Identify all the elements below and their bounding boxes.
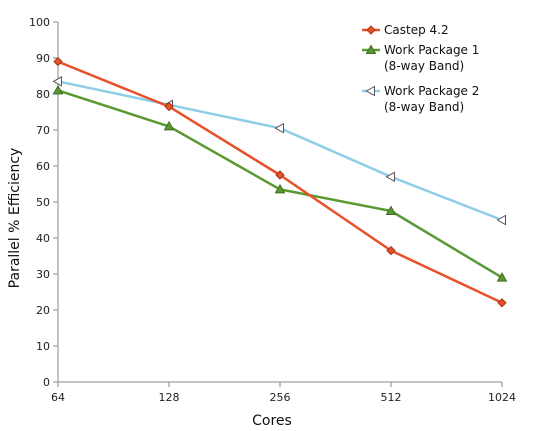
data-point — [164, 101, 174, 112]
x-axis-title: Cores — [252, 413, 292, 429]
legend-label: (8-way Band) — [384, 59, 464, 73]
data-point — [52, 84, 64, 95]
y-tick-label: 10 — [36, 340, 50, 353]
y-tick-label: 30 — [36, 268, 50, 281]
data-point — [274, 122, 284, 134]
data-point — [52, 76, 62, 87]
y-tick-label: 80 — [36, 88, 50, 101]
axes: 0 10 20 30 40 50 60 70 80 90 100 64 128 256 512 1024 — [29, 16, 516, 404]
legend-marker — [366, 25, 376, 35]
data-point — [163, 120, 175, 131]
x-tick-label: 256 — [270, 391, 291, 404]
data-point — [275, 170, 285, 180]
data-point — [497, 298, 507, 308]
legend-label: Work Package 2 — [384, 84, 479, 98]
y-tick-label: 20 — [36, 304, 50, 317]
legend-label: (8-way Band) — [384, 100, 464, 114]
data-point — [496, 272, 508, 282]
data-point — [385, 205, 397, 215]
series-2 — [52, 84, 508, 282]
legend-label: Work Package 1 — [384, 43, 479, 57]
y-tick-label: 90 — [36, 52, 50, 65]
legend-item-3: Work Package 2 (8-way Band) — [362, 84, 479, 114]
y-tick-label: 70 — [36, 124, 50, 137]
y-tick-label: 100 — [29, 16, 50, 29]
x-tick-label: 1024 — [488, 391, 516, 404]
data-point — [385, 171, 395, 183]
legend-item-2: Work Package 1 (8-way Band) — [362, 43, 479, 73]
y-axis-title: Parallel % Efficiency — [7, 148, 23, 289]
x-tick-label: 128 — [159, 391, 180, 404]
y-tick-label: 0 — [43, 376, 50, 389]
data-point — [53, 56, 63, 67]
legend-label: Castep 4.2 — [384, 23, 449, 37]
x-tick-label: 64 — [51, 391, 65, 404]
legend-marker — [365, 85, 375, 97]
series-layer — [52, 56, 508, 308]
series-1 — [53, 56, 507, 308]
legend-item-1: Castep 4.2 — [362, 23, 449, 37]
data-point — [386, 245, 396, 256]
data-point — [274, 183, 286, 194]
data-point — [496, 214, 506, 226]
x-tick-label: 512 — [381, 391, 402, 404]
legend-marker — [365, 44, 377, 54]
y-tick-label: 40 — [36, 232, 50, 245]
y-tick-label: 60 — [36, 160, 50, 173]
y-tick-label: 50 — [36, 196, 50, 209]
